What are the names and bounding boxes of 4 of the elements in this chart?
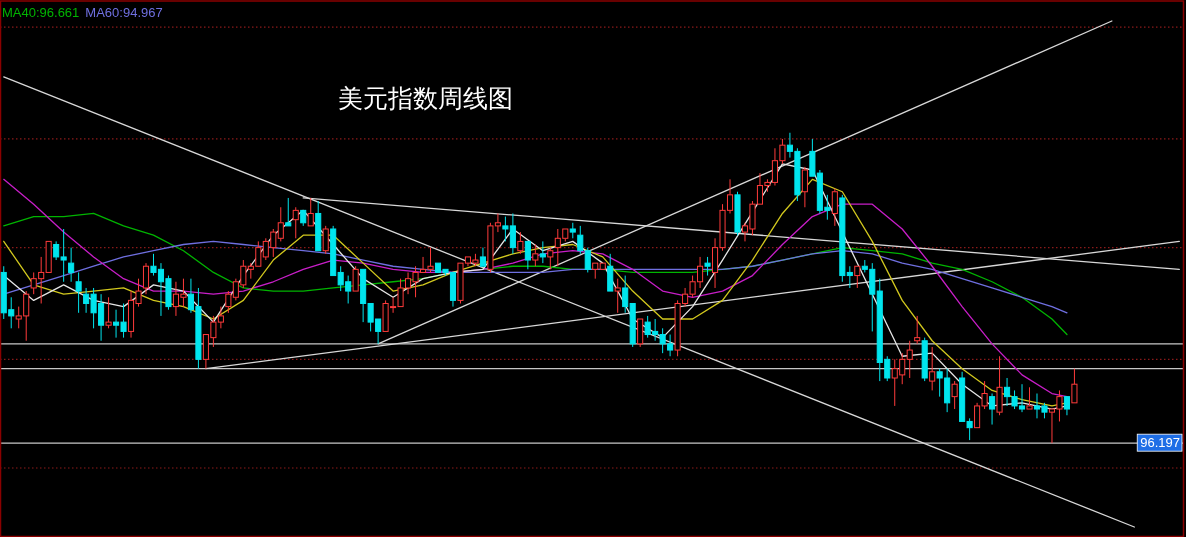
annotation: 96.197 (1140, 435, 1180, 451)
chart-title: 美元指数周线图 (338, 84, 513, 112)
legend: MA40:96.661 MA60:94.967 (2, 5, 163, 20)
price-label: 96.197 (1136, 433, 1183, 452)
